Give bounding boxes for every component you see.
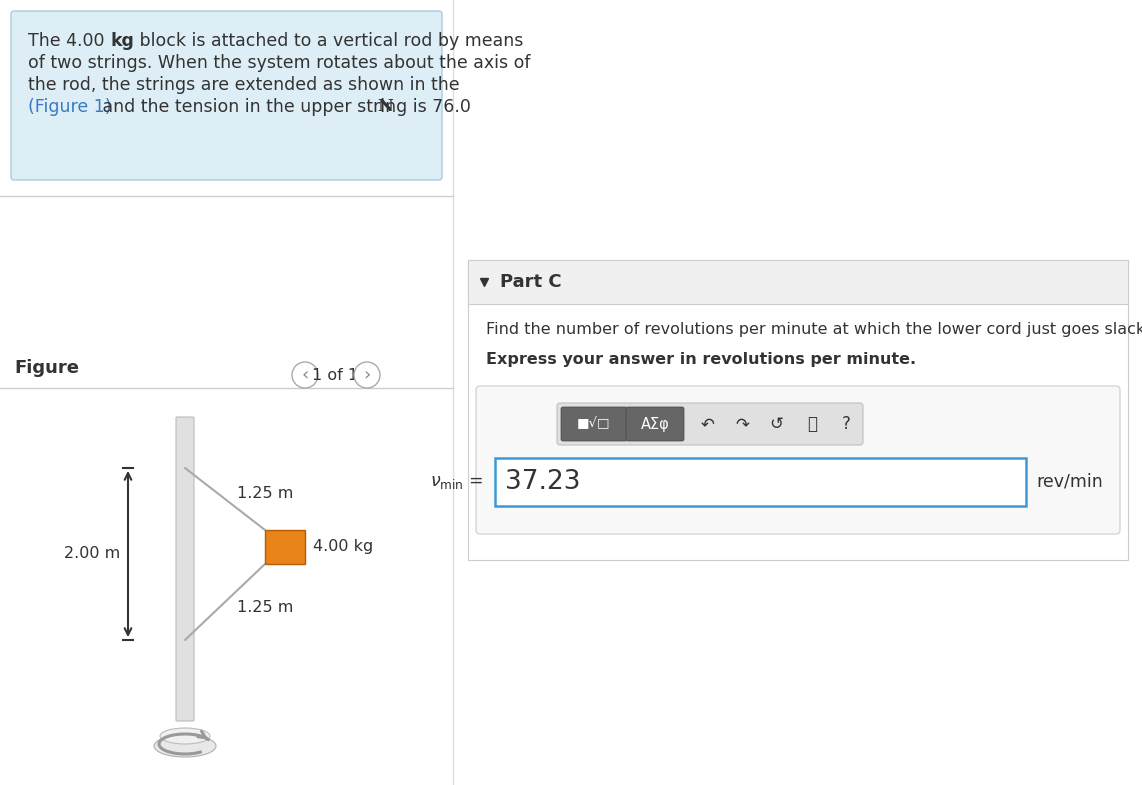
Text: ■√□: ■√□ bbox=[577, 418, 611, 430]
Text: ?: ? bbox=[842, 415, 851, 433]
FancyBboxPatch shape bbox=[476, 386, 1120, 534]
Text: N: N bbox=[377, 98, 393, 115]
Text: AΣφ: AΣφ bbox=[641, 417, 669, 432]
Text: 1.25 m: 1.25 m bbox=[238, 485, 293, 501]
FancyBboxPatch shape bbox=[494, 458, 1026, 506]
Text: 2.00 m: 2.00 m bbox=[64, 546, 120, 561]
Text: 4.00 kg: 4.00 kg bbox=[313, 539, 373, 554]
Text: ↷: ↷ bbox=[735, 415, 749, 433]
Text: block is attached to a vertical rod by means: block is attached to a vertical rod by m… bbox=[134, 32, 523, 50]
FancyBboxPatch shape bbox=[11, 11, 442, 180]
Text: and the tension in the upper string is 76.0: and the tension in the upper string is 7… bbox=[97, 98, 476, 116]
Text: kg: kg bbox=[110, 32, 134, 50]
FancyBboxPatch shape bbox=[561, 407, 627, 441]
Text: 1 of 1: 1 of 1 bbox=[312, 367, 359, 382]
Ellipse shape bbox=[160, 728, 210, 744]
Text: $\nu_{\mathregular{min}}$ =: $\nu_{\mathregular{min}}$ = bbox=[429, 473, 483, 491]
Text: ›: › bbox=[363, 366, 371, 384]
Text: ↶: ↶ bbox=[701, 415, 715, 433]
FancyBboxPatch shape bbox=[468, 260, 1128, 560]
Text: The 4.00: The 4.00 bbox=[29, 32, 110, 50]
FancyBboxPatch shape bbox=[176, 417, 194, 721]
Text: 1.25 m: 1.25 m bbox=[238, 601, 293, 615]
Text: Find the number of revolutions per minute at which the lower cord just goes slac: Find the number of revolutions per minut… bbox=[486, 322, 1142, 337]
FancyBboxPatch shape bbox=[626, 407, 684, 441]
Text: ↺: ↺ bbox=[769, 415, 783, 433]
Text: (Figure 1): (Figure 1) bbox=[29, 98, 112, 116]
Text: 37.23: 37.23 bbox=[505, 469, 580, 495]
Text: ⎙: ⎙ bbox=[807, 415, 817, 433]
Text: Part C: Part C bbox=[500, 273, 562, 291]
Text: the rod, the strings are extended as shown in the: the rod, the strings are extended as sho… bbox=[29, 76, 459, 94]
Bar bbox=[468, 260, 1128, 304]
Circle shape bbox=[292, 362, 317, 388]
Text: ‹: ‹ bbox=[301, 366, 308, 384]
Circle shape bbox=[354, 362, 380, 388]
Ellipse shape bbox=[154, 735, 216, 757]
FancyBboxPatch shape bbox=[265, 530, 305, 564]
Text: Express your answer in revolutions per minute.: Express your answer in revolutions per m… bbox=[486, 352, 916, 367]
Text: Figure: Figure bbox=[14, 359, 79, 377]
Text: rev/min: rev/min bbox=[1036, 473, 1103, 491]
Text: of two strings. When the system rotates about the axis of: of two strings. When the system rotates … bbox=[29, 54, 531, 72]
FancyBboxPatch shape bbox=[557, 403, 863, 445]
